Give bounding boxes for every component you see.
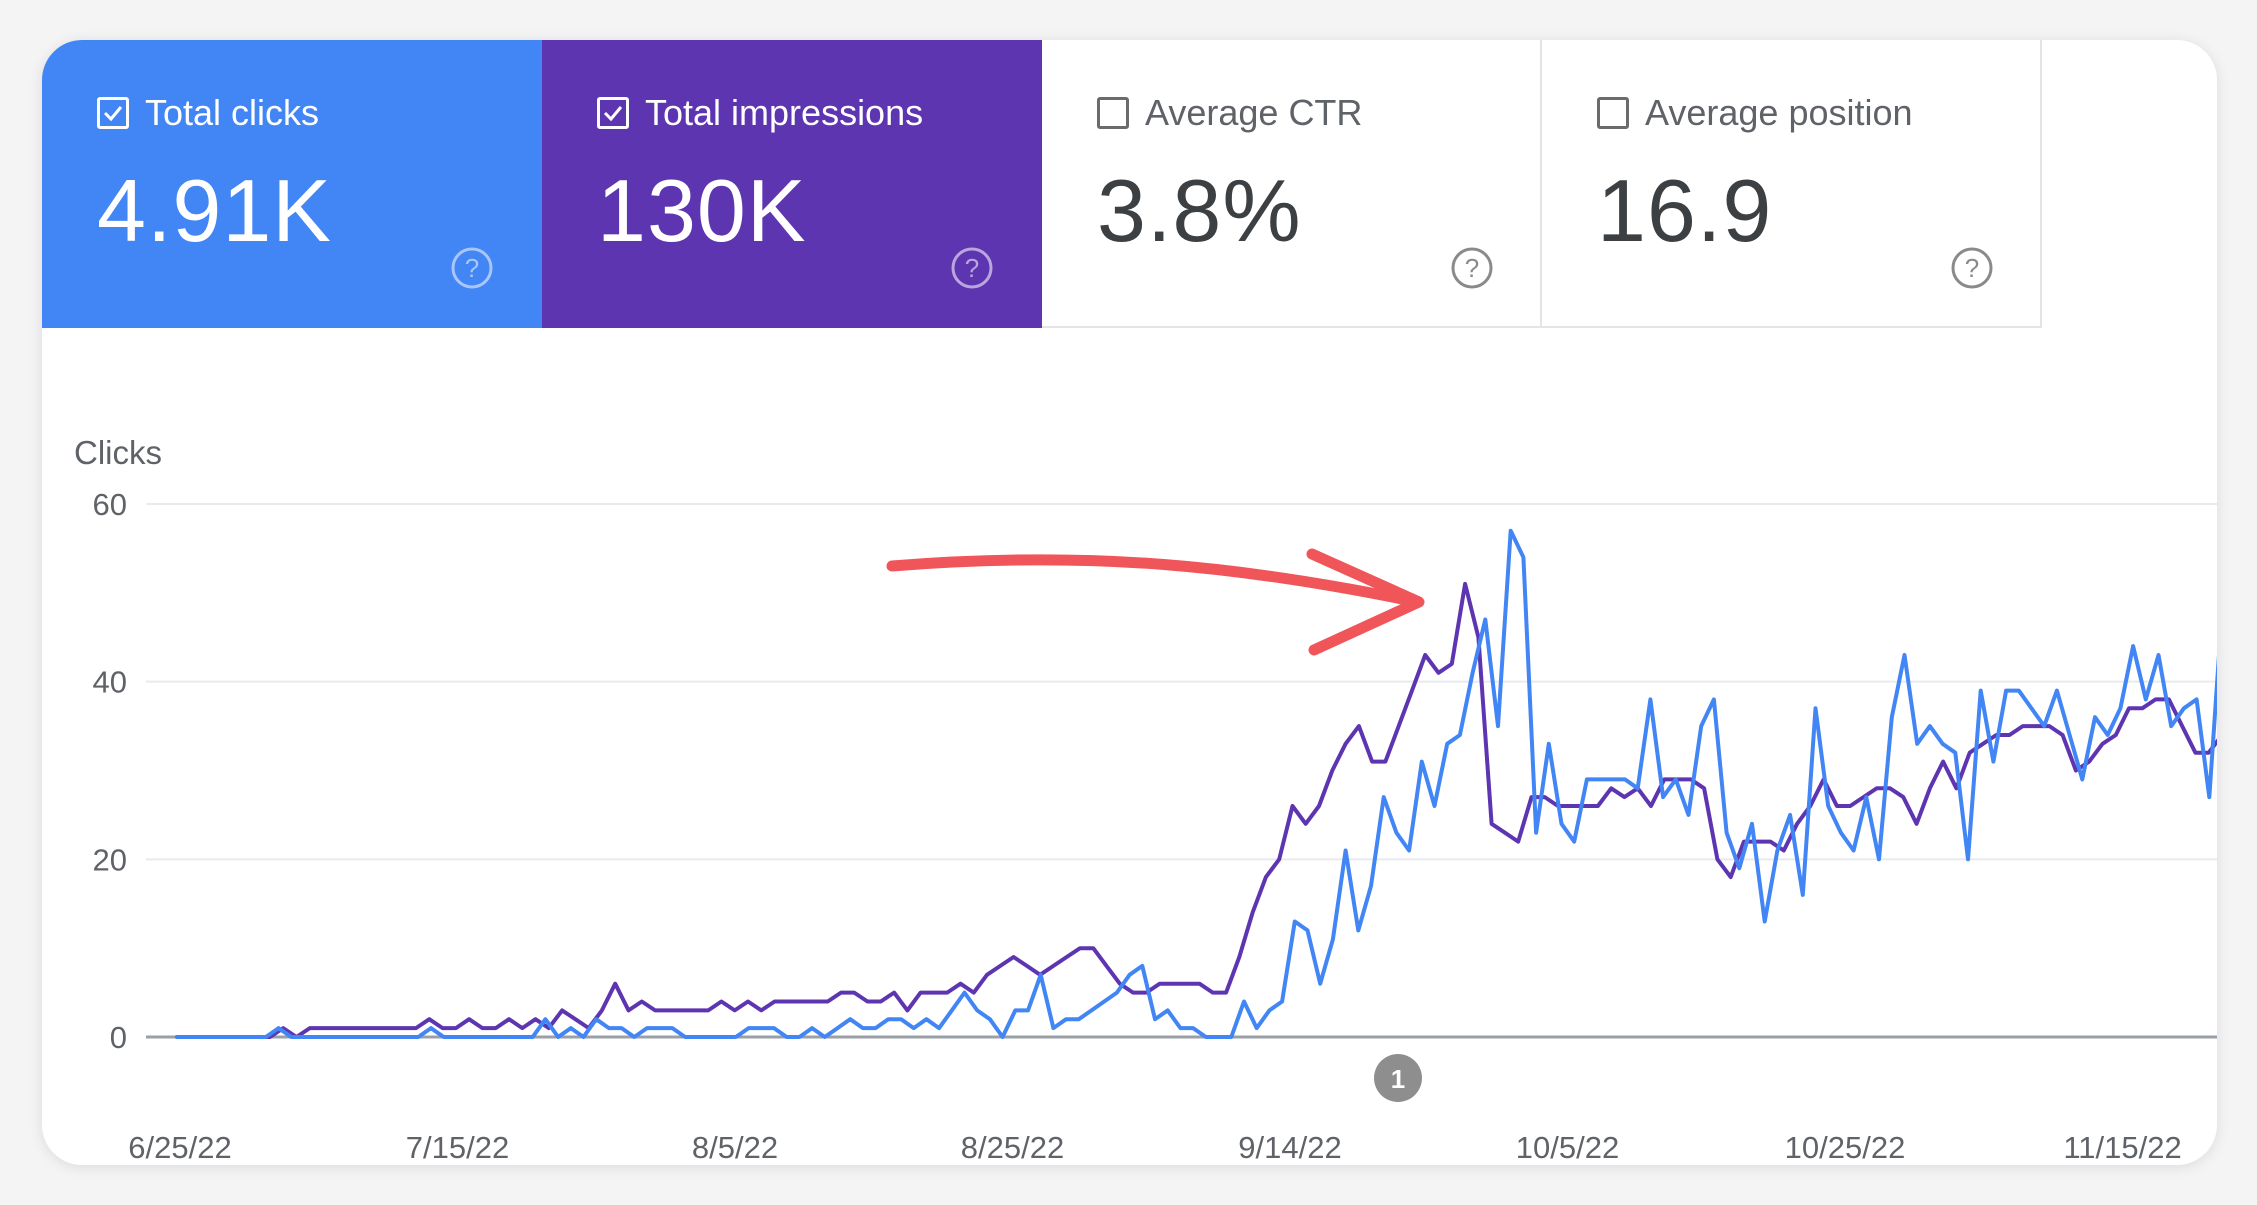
metric-value: 16.9 [1597, 161, 1773, 260]
annotation-marker-label: 1 [1391, 1064, 1405, 1094]
metric-total-clicks[interactable]: Total clicks 4.91K ? [42, 40, 542, 328]
performance-card: Total clicks 4.91K ? Total impressions 1… [42, 40, 2217, 1165]
metric-average-position[interactable]: Average position 16.9 ? [1542, 40, 2042, 328]
line-chart: Clicks 0 20 40 60 6/25/22 7/15/22 8/5/22 8/25/22… [74, 434, 2217, 1165]
metric-average-ctr[interactable]: Average CTR 3.8% ? [1042, 40, 1542, 328]
svg-text:?: ? [1965, 253, 1979, 283]
y-tick-label: 40 [93, 665, 127, 700]
metric-value: 4.91K [97, 161, 332, 260]
svg-text:?: ? [1465, 253, 1479, 283]
x-tick-label: 9/14/22 [1238, 1130, 1341, 1165]
x-tick-label: 7/15/22 [406, 1130, 509, 1165]
svg-text:?: ? [465, 253, 479, 283]
x-tick-label: 8/25/22 [961, 1130, 1064, 1165]
help-circle-icon[interactable]: ? [450, 246, 494, 290]
x-tick-label: 6/25/22 [128, 1130, 231, 1165]
y-tick-label: 60 [93, 487, 127, 522]
arrow-icon [886, 554, 1423, 608]
metric-value: 130K [597, 161, 807, 260]
metric-label: Average position [1645, 92, 1913, 133]
x-tick-label: 8/5/22 [692, 1130, 778, 1165]
checkbox-icon[interactable] [1097, 97, 1129, 129]
checkbox-icon[interactable] [597, 97, 629, 129]
help-circle-icon[interactable]: ? [950, 246, 994, 290]
x-tick-label: 10/5/22 [1516, 1130, 1619, 1165]
metric-total-impressions[interactable]: Total impressions 130K ? [542, 40, 1042, 328]
metric-tabs: Total clicks 4.91K ? Total impressions 1… [42, 40, 2042, 328]
help-circle-icon[interactable]: ? [1950, 246, 1994, 290]
metric-value: 3.8% [1097, 161, 1302, 260]
arrow-head-icon [1306, 548, 1425, 656]
metric-label: Total clicks [145, 92, 320, 133]
svg-text:?: ? [965, 253, 979, 283]
checkbox-icon[interactable] [97, 97, 129, 129]
annotation-marker-icon[interactable] [1374, 1054, 1422, 1102]
metric-label: Total impressions [645, 92, 924, 133]
clicks-chart: Clicks 0 20 40 60 6/25/22 7/15/22 8/5/22 8/25/22… [42, 328, 2217, 1165]
series-line [175, 528, 2217, 1039]
help-circle-icon[interactable]: ? [1450, 246, 1494, 290]
x-tick-label: 10/25/22 [1785, 1130, 1906, 1165]
metric-label: Average CTR [1145, 92, 1363, 133]
y-tick-label: 0 [110, 1020, 127, 1055]
checkbox-icon[interactable] [1597, 97, 1629, 129]
y-axis-label: Clicks [74, 434, 162, 471]
x-tick-label: 11/15/22 [2063, 1130, 2181, 1165]
y-tick-label: 20 [93, 842, 127, 877]
series-line [175, 581, 2217, 1039]
